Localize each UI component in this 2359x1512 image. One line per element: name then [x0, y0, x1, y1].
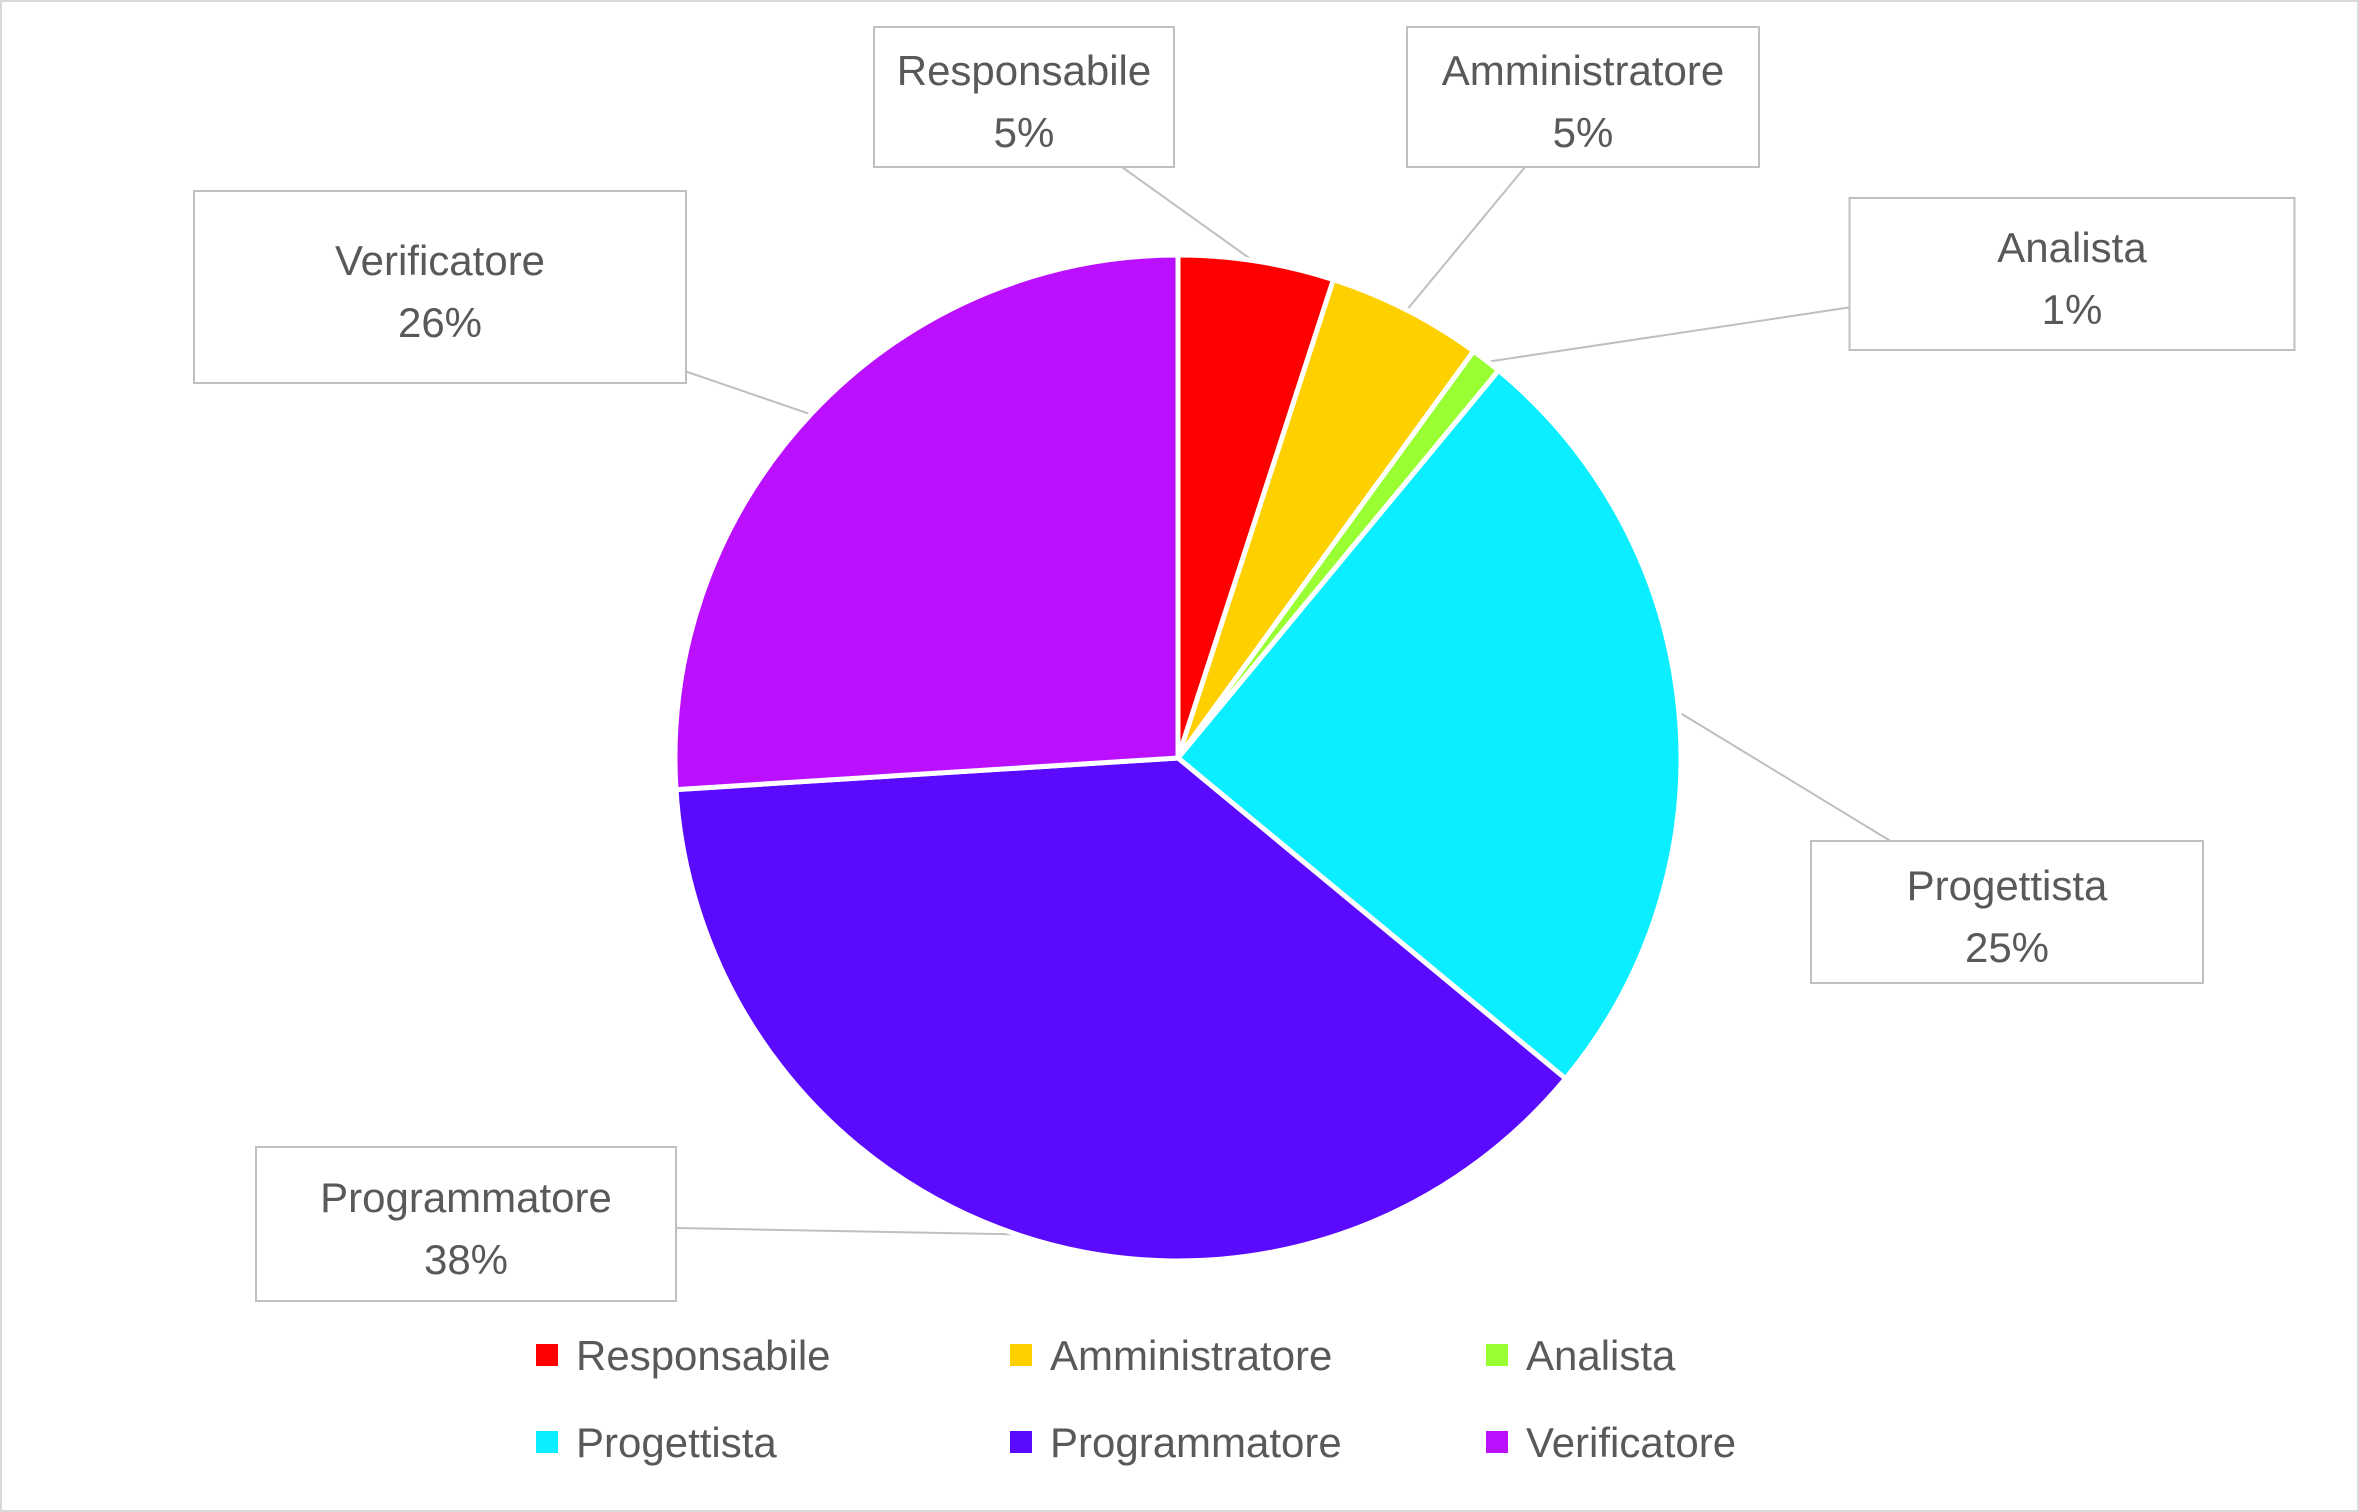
data-label-verificatore: Verificatore 26%: [193, 190, 687, 384]
legend-label: Amministratore: [1050, 1332, 1332, 1379]
leader-line-progettista: [1676, 709, 1891, 842]
legend-label: Responsabile: [576, 1332, 831, 1379]
data-label-category: Verificatore: [335, 237, 545, 284]
legend: Responsabile Amministratore Analista Proget…: [536, 1332, 1736, 1466]
pie-slice-verificatore: [672, 252, 1181, 793]
leader-line-programmatore: [675, 1226, 1024, 1236]
legend-item-progettista: Progettista: [536, 1419, 777, 1466]
legend-item-verificatore: Verificatore: [1486, 1419, 1736, 1466]
data-label-category: Programmatore: [320, 1174, 612, 1221]
legend-label: Analista: [1526, 1332, 1676, 1379]
data-label-box: [1848, 197, 2296, 351]
data-label-callouts: Responsabile 5% Amministratore 5% Analista 1%…: [193, 26, 2296, 1302]
data-label-box: [1406, 26, 1760, 168]
legend-swatch: [1010, 1344, 1032, 1366]
data-label-category: Responsabile: [897, 47, 1152, 94]
legend-swatch: [1486, 1344, 1508, 1366]
data-label-value: 38%: [424, 1236, 508, 1283]
leader-lines: [675, 166, 1891, 1236]
data-label-value: 5%: [1553, 109, 1614, 156]
pie-slice-programmatore: [673, 755, 1569, 1264]
leader-line-amministratore: [1404, 166, 1526, 313]
data-label-value: 5%: [994, 109, 1055, 156]
data-label-programmatore: Programmatore 38%: [255, 1146, 677, 1302]
legend-item-analista: Analista: [1486, 1332, 1676, 1379]
data-label-value: 25%: [1965, 924, 2049, 971]
data-label-category: Progettista: [1907, 862, 2108, 909]
data-label-responsabile: Responsabile 5%: [873, 26, 1175, 168]
pie-slice-progettista: [1175, 367, 1684, 1082]
data-label-box: [873, 26, 1175, 168]
legend-item-programmatore: Programmatore: [1010, 1419, 1342, 1466]
leader-line-responsabile: [1121, 166, 1257, 264]
pie-slices: [672, 252, 1684, 1264]
data-label-box: [255, 1146, 677, 1302]
legend-swatch: [1010, 1431, 1032, 1453]
data-label-category: Analista: [1997, 224, 2147, 271]
leader-line-analista: [1484, 306, 1850, 364]
data-label-category: Amministratore: [1442, 47, 1724, 94]
legend-label: Progettista: [576, 1419, 777, 1466]
legend-swatch: [1486, 1431, 1508, 1453]
data-label-value: 1%: [2042, 286, 2103, 333]
legend-swatch: [536, 1431, 558, 1453]
legend-label: Programmatore: [1050, 1419, 1342, 1466]
data-label-amministratore: Amministratore 5%: [1406, 26, 1760, 168]
legend-item-responsabile: Responsabile: [536, 1332, 831, 1379]
leader-line-verificatore: [685, 370, 814, 416]
data-label-box: [193, 190, 687, 384]
legend-label: Verificatore: [1526, 1419, 1736, 1466]
pie-slice-amministratore: [1175, 277, 1477, 761]
data-label-value: 26%: [398, 299, 482, 346]
legend-item-amministratore: Amministratore: [1010, 1332, 1332, 1379]
data-label-box: [1810, 840, 2204, 984]
legend-swatch: [536, 1344, 558, 1366]
data-label-analista: Analista 1%: [1848, 197, 2296, 351]
data-label-progettista: Progettista 25%: [1810, 840, 2204, 984]
